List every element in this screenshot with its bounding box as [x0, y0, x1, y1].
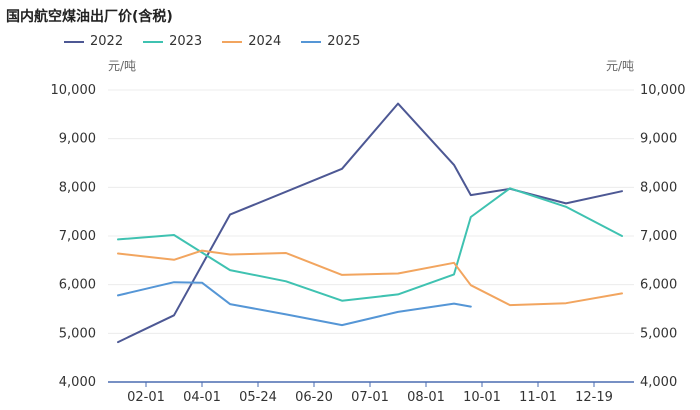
series-line-2025: [117, 281, 472, 327]
series-line-2024: [117, 249, 623, 307]
y-tick-label-right: 7,000: [640, 229, 677, 244]
x-axis: 02-01 04-01 05-24 06-20 07-01 08-01 10-01 11-01…: [108, 381, 634, 405]
legend-swatch-2023: [143, 40, 164, 43]
y-tick-label-right: 10,000: [640, 83, 686, 98]
y-tick-label-left: 4,000: [59, 375, 96, 390]
chart-title: 国内航空煤油出厂价(含税): [6, 9, 173, 25]
legend-label-2025: 2025: [327, 34, 361, 49]
legend-label-2023: 2023: [169, 34, 203, 49]
y-tick-label-left: 5,000: [59, 326, 96, 341]
y-tick-label-left: 8,000: [59, 180, 96, 195]
x-tick-label: 08-01: [407, 390, 445, 405]
y-tick-label-right: 8,000: [640, 180, 677, 195]
x-tick-label: 05-24: [239, 390, 277, 405]
y-unit-right: 元/吨: [606, 59, 634, 73]
y-tick-label-right: 4,000: [640, 375, 677, 390]
legend-label-2024: 2024: [248, 34, 282, 49]
legend-swatch-2025: [301, 40, 322, 43]
series-line-2023: [117, 187, 623, 302]
legend-item-2023[interactable]: 2023: [143, 34, 202, 49]
x-tick-label: 02-01: [127, 390, 165, 405]
y-unit-left: 元/吨: [108, 59, 136, 73]
legend-item-2022[interactable]: 2022: [64, 34, 123, 49]
y-tick-label-right: 9,000: [640, 132, 677, 147]
x-tick-label: 12-19: [575, 390, 613, 405]
legend-swatch-2024: [222, 40, 243, 43]
legend-item-2025[interactable]: 2025: [301, 34, 360, 49]
y-tick-label-left: 7,000: [59, 229, 96, 244]
x-tick-label: 11-01: [519, 390, 557, 405]
x-tick-label: 07-01: [351, 390, 389, 405]
legend: 2022 2023 2024 2025: [64, 34, 360, 49]
y-axis-ticks: 4,000 4,000 5,000 5,000 6,000 6,000 7,000 7,000…: [51, 83, 686, 390]
series-line-2022: [117, 102, 623, 344]
legend-item-2024[interactable]: 2024: [222, 34, 281, 49]
x-tick-label: 10-01: [463, 390, 501, 405]
y-tick-label-left: 10,000: [51, 83, 97, 98]
x-tick-label: 06-20: [295, 390, 333, 405]
y-tick-label-left: 9,000: [59, 132, 96, 147]
x-tick-label: 04-01: [183, 390, 221, 405]
legend-label-2022: 2022: [90, 34, 124, 49]
series-lines: [117, 102, 623, 344]
legend-swatch-2022: [64, 40, 84, 43]
gridlines: [108, 89, 634, 334]
y-tick-label-right: 5,000: [640, 326, 677, 341]
y-tick-label-right: 6,000: [640, 278, 677, 293]
y-tick-label-left: 6,000: [59, 278, 96, 293]
